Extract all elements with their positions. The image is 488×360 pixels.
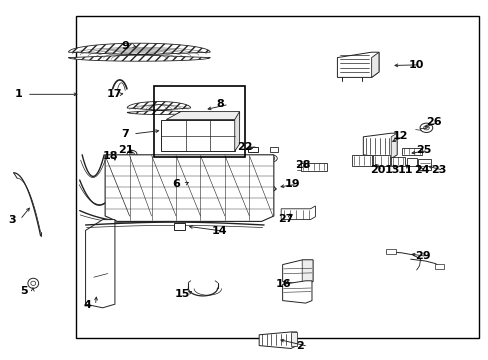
Text: 10: 10 <box>407 60 423 70</box>
Text: 14: 14 <box>211 226 226 236</box>
Bar <box>76 16 478 338</box>
Text: 19: 19 <box>284 179 300 189</box>
Text: 28: 28 <box>294 159 310 170</box>
Polygon shape <box>217 176 224 198</box>
Polygon shape <box>417 159 430 170</box>
Text: 1: 1 <box>15 89 22 99</box>
Polygon shape <box>105 155 273 221</box>
Circle shape <box>250 147 256 151</box>
Text: 3: 3 <box>8 215 16 225</box>
Circle shape <box>423 126 428 130</box>
Text: 13: 13 <box>384 165 399 175</box>
Text: 8: 8 <box>216 99 224 109</box>
Circle shape <box>127 150 137 158</box>
Text: 17: 17 <box>106 89 122 99</box>
Text: 5: 5 <box>20 286 28 296</box>
Text: 2: 2 <box>295 341 303 351</box>
Polygon shape <box>85 220 115 308</box>
Polygon shape <box>302 260 312 284</box>
Text: 16: 16 <box>275 279 290 289</box>
Polygon shape <box>173 223 184 230</box>
Text: 26: 26 <box>426 117 441 127</box>
Polygon shape <box>68 43 210 61</box>
Circle shape <box>268 155 277 162</box>
Text: 22: 22 <box>236 142 252 152</box>
Bar <box>154 86 244 157</box>
Polygon shape <box>166 112 239 120</box>
Polygon shape <box>390 157 404 166</box>
Circle shape <box>270 157 274 160</box>
Circle shape <box>419 123 432 132</box>
Polygon shape <box>247 147 257 152</box>
Text: 21: 21 <box>118 145 134 156</box>
Text: 20: 20 <box>369 165 385 175</box>
Polygon shape <box>401 148 421 155</box>
Text: 18: 18 <box>102 151 118 161</box>
Polygon shape <box>259 332 296 348</box>
Circle shape <box>97 285 105 291</box>
Polygon shape <box>390 133 396 158</box>
Polygon shape <box>290 332 296 346</box>
Text: 24: 24 <box>413 165 429 175</box>
Text: 11: 11 <box>397 165 412 175</box>
Polygon shape <box>434 264 443 269</box>
Polygon shape <box>234 112 239 151</box>
Text: 25: 25 <box>415 145 430 156</box>
Text: 15: 15 <box>175 289 190 299</box>
Polygon shape <box>161 120 234 151</box>
Polygon shape <box>270 147 277 152</box>
Polygon shape <box>351 155 371 166</box>
Polygon shape <box>363 133 396 158</box>
Circle shape <box>129 152 134 156</box>
Text: 9: 9 <box>121 41 129 51</box>
Text: 27: 27 <box>277 213 293 224</box>
Ellipse shape <box>31 281 36 285</box>
Polygon shape <box>281 206 315 220</box>
Text: 6: 6 <box>172 179 180 189</box>
Polygon shape <box>282 260 312 284</box>
Text: 23: 23 <box>430 165 446 175</box>
Polygon shape <box>372 155 389 166</box>
Polygon shape <box>183 171 224 176</box>
Text: 12: 12 <box>392 131 407 141</box>
Polygon shape <box>127 102 190 114</box>
Text: 29: 29 <box>414 251 429 261</box>
Polygon shape <box>386 249 395 254</box>
Text: 4: 4 <box>83 300 91 310</box>
Text: 7: 7 <box>121 129 128 139</box>
Polygon shape <box>371 52 378 77</box>
Polygon shape <box>406 158 416 166</box>
Polygon shape <box>282 281 311 303</box>
Polygon shape <box>183 176 217 198</box>
Ellipse shape <box>28 278 39 288</box>
Polygon shape <box>300 163 326 171</box>
Polygon shape <box>337 52 378 77</box>
